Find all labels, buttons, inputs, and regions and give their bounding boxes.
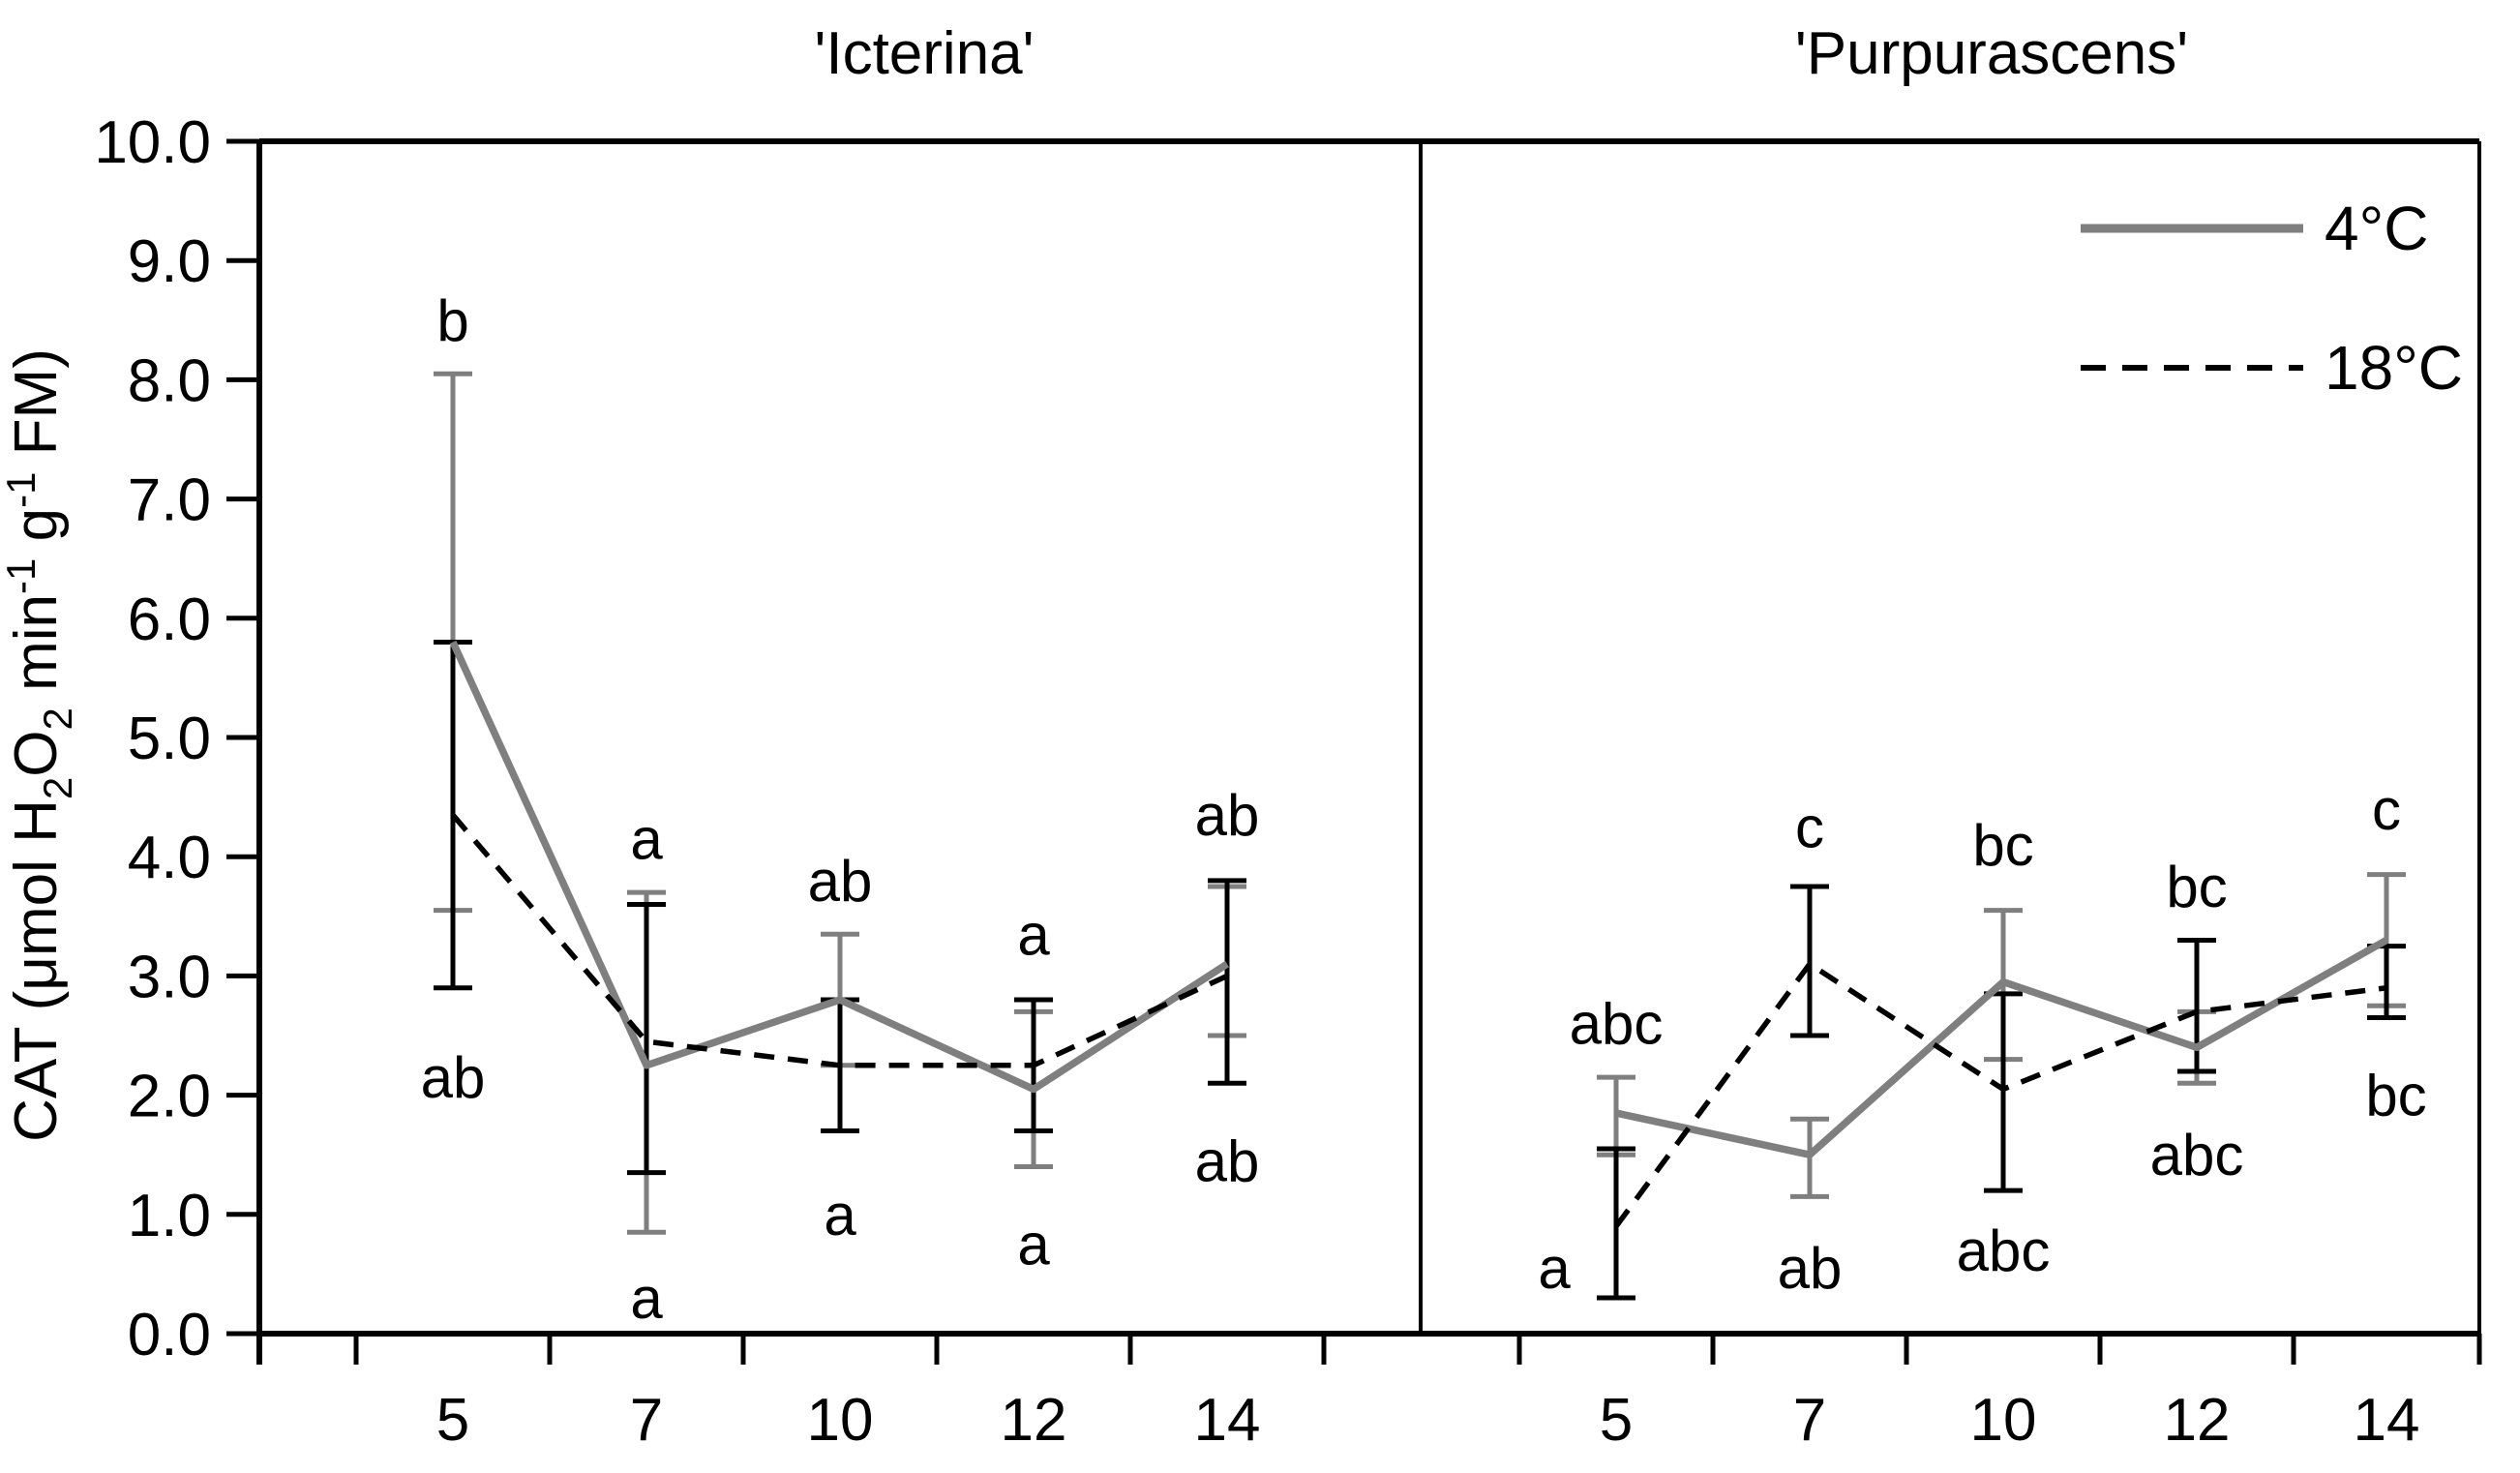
- x-tick-label: 5: [436, 1387, 469, 1454]
- y-tick-label: 3.0: [128, 944, 211, 1010]
- y-tick-label: 0.0: [128, 1302, 211, 1368]
- sig-letter-4°C: c: [2372, 777, 2401, 842]
- sig-letter-4°C: abc: [1570, 992, 1664, 1057]
- sig-letter-4°C: a: [630, 1266, 663, 1331]
- sig-letter-18°C: ab: [1195, 1128, 1260, 1193]
- sig-letter-4°C: ab: [808, 849, 873, 914]
- y-tick-label: 1.0: [128, 1183, 211, 1249]
- y-tick-label: 2.0: [128, 1064, 211, 1130]
- sig-letter-18°C: a: [630, 807, 663, 872]
- sig-letter-18°C: c: [1795, 795, 1824, 859]
- sig-letter-4°C: ab: [1778, 1236, 1843, 1301]
- panel-title-purpurascens: 'Purpurascens': [1795, 20, 2188, 87]
- y-tick-label: 10.0: [94, 109, 211, 176]
- legend-label-18c: 18°C: [2325, 333, 2463, 403]
- sig-letter-4°C: a: [1017, 1213, 1050, 1278]
- sig-letter-18°C: ab: [421, 1045, 486, 1110]
- x-tick-label: 5: [1600, 1387, 1633, 1454]
- y-tick-label: 9.0: [128, 228, 211, 295]
- series-line-4°C-panel-0: [449, 640, 1230, 1094]
- sig-letter-18°C: a: [824, 1183, 856, 1248]
- y-tick-label: 7.0: [128, 467, 211, 534]
- y-tick-label: 6.0: [128, 586, 211, 653]
- y-tick-label: 5.0: [128, 706, 211, 772]
- x-tick-label: 10: [807, 1387, 874, 1454]
- x-tick-label: 7: [1793, 1387, 1826, 1454]
- x-tick-label: 14: [1194, 1387, 1261, 1454]
- x-tick-label: 10: [1970, 1387, 2037, 1454]
- series-line-18°C-panel-0: [450, 813, 1229, 1068]
- y-tick-label: 8.0: [128, 347, 211, 414]
- sig-letter-18°C: bc: [2166, 855, 2227, 919]
- y-tick-label: 4.0: [128, 825, 211, 891]
- y-axis-title: CAT (μmol H2O2 min-1 g-1 FM): [0, 348, 80, 1142]
- sig-letter-4°C: abc: [2150, 1123, 2244, 1187]
- sig-letter-18°C: a: [1017, 902, 1050, 967]
- sig-letter-18°C: bc: [2365, 1064, 2426, 1128]
- sig-letter-4°C: b: [436, 288, 468, 353]
- x-tick-label: 7: [630, 1387, 663, 1454]
- x-tick-label: 12: [2164, 1387, 2231, 1454]
- legend-label-4c: 4°C: [2325, 194, 2428, 263]
- x-tick-label: 14: [2354, 1387, 2420, 1454]
- sig-letter-4°C: bc: [1972, 813, 2033, 878]
- sig-letter-18°C: a: [1538, 1236, 1571, 1301]
- sig-letter-4°C: ab: [1195, 783, 1260, 848]
- sig-letter-18°C: abc: [1957, 1218, 2051, 1283]
- series-line-18°C-panel-1: [1613, 961, 2387, 1228]
- panel-title-icterina: 'Icterina': [815, 20, 1035, 87]
- x-tick-label: 12: [1001, 1387, 1067, 1454]
- series-line-4°C-panel-1: [1615, 937, 2388, 1158]
- plot-area: 0.0 1.0 2.0 3.0 4.0 5.0 6.0 7.0 8.0 9.0 10.0 5 7 10 12…: [94, 109, 2482, 1454]
- legend: 4°C 18°C: [2081, 194, 2463, 403]
